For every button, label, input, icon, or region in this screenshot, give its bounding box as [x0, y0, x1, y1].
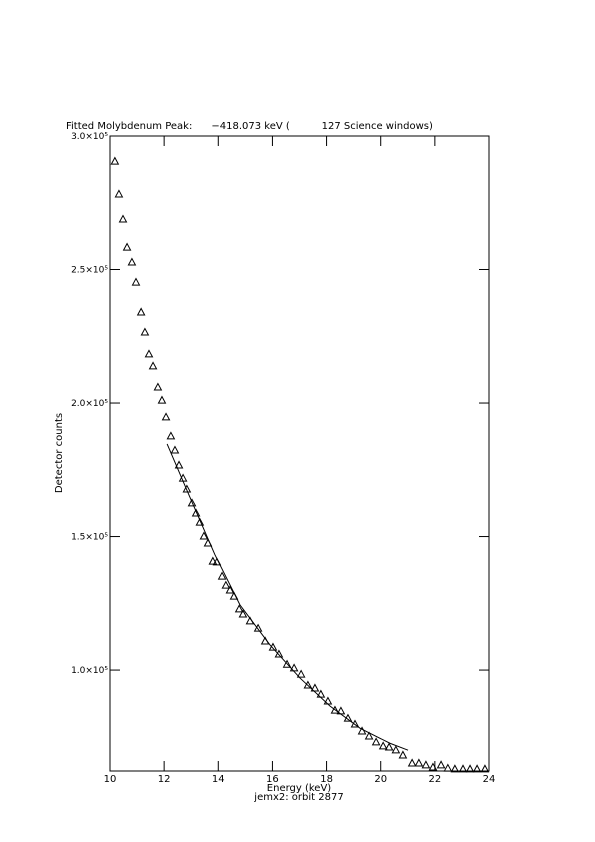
- data-point: [428, 762, 438, 771]
- data-point: [303, 680, 313, 689]
- x-tick-label: 12: [158, 774, 171, 785]
- data-point: [153, 382, 163, 391]
- data-point: [238, 609, 248, 618]
- y-tick-label: 1.5×10⁵: [71, 533, 108, 543]
- data-point: [357, 726, 367, 735]
- data-point: [131, 277, 141, 286]
- data-point: [118, 214, 128, 223]
- data-point: [114, 189, 124, 198]
- data-point: [182, 484, 192, 493]
- data-point: [110, 156, 120, 165]
- x-tick-label: 22: [428, 774, 441, 785]
- data-point: [148, 361, 158, 370]
- data-point: [268, 642, 278, 651]
- data-point: [407, 758, 417, 767]
- data-point: [323, 696, 333, 705]
- data-point: [391, 745, 401, 754]
- data-point: [414, 758, 424, 767]
- data-point: [195, 517, 205, 526]
- data-point: [384, 742, 394, 751]
- data-point: [443, 763, 453, 772]
- y-tick-label: 2.5×10⁵: [71, 266, 108, 276]
- y-axis-label: Detector counts: [54, 413, 65, 493]
- data-point: [465, 764, 475, 773]
- x-tick-label: 20: [374, 774, 387, 785]
- data-point: [161, 412, 171, 421]
- data-point: [170, 445, 180, 454]
- data-point: [289, 663, 299, 672]
- data-point: [208, 556, 218, 565]
- data-point: [458, 764, 468, 773]
- data-point: [316, 689, 326, 698]
- chart-title: Fitted Molybdenum Peak: −418.073 keV ( 1…: [66, 121, 433, 132]
- data-point: [191, 508, 201, 517]
- data-point: [450, 764, 460, 773]
- data-point: [296, 669, 306, 678]
- data-point: [144, 349, 154, 358]
- data-point: [140, 327, 150, 336]
- data-point: [253, 623, 263, 632]
- data-point: [199, 531, 209, 540]
- x-tick-label: 18: [320, 774, 333, 785]
- x-tick-label: 16: [266, 774, 279, 785]
- data-point: [174, 460, 184, 469]
- data-point: [187, 498, 197, 507]
- x-tick-label: 14: [212, 774, 225, 785]
- data-point: [364, 731, 374, 740]
- data-point: [398, 750, 408, 759]
- data-point: [234, 604, 244, 613]
- y-tick-label: 3.0×10⁵: [71, 132, 108, 142]
- y-tick-label: 1.0×10⁵: [71, 666, 108, 676]
- data-point: [157, 395, 167, 404]
- data-point: [166, 431, 176, 440]
- data-point: [330, 705, 340, 714]
- data-point: [472, 764, 482, 773]
- data-point: [274, 649, 284, 658]
- fit-line: [166, 443, 409, 751]
- data-point: [371, 737, 381, 746]
- data-point: [221, 580, 231, 589]
- data-point: [122, 242, 132, 251]
- data-point: [378, 741, 388, 750]
- data-point: [310, 683, 320, 692]
- plot-frame: [109, 135, 490, 772]
- data-point: [436, 760, 446, 769]
- y-tick-label: 2.0×10⁵: [71, 399, 108, 409]
- data-point: [127, 257, 137, 266]
- x-axis-label: Energy (keV): [267, 783, 332, 794]
- data-point: [421, 760, 431, 769]
- x-tick-label: 10: [104, 774, 117, 785]
- x-tick-label: 24: [483, 774, 496, 785]
- data-point: [336, 706, 346, 715]
- data-point: [136, 307, 146, 316]
- data-point: [282, 659, 292, 668]
- subtitle: jemx2: orbit 2877: [253, 792, 343, 803]
- data-point: [480, 764, 490, 773]
- data-point: [217, 571, 227, 580]
- data-point: [225, 585, 235, 594]
